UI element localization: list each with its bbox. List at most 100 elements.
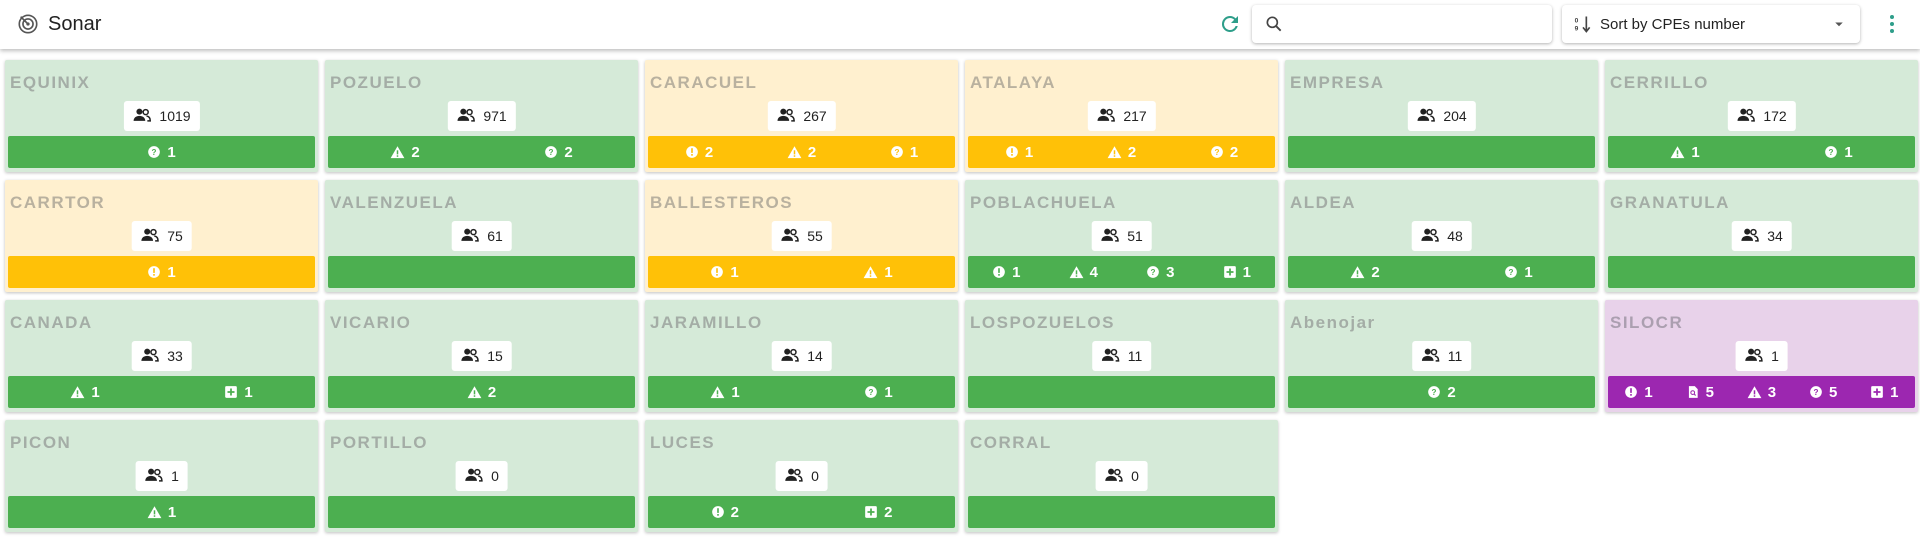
cpe-count-chip: 15 <box>451 341 512 371</box>
svg-text:?: ? <box>869 388 874 397</box>
site-card[interactable]: LOSPOZUELOS 11 <box>965 300 1278 412</box>
cpe-count-chip: 0 <box>1095 461 1148 491</box>
site-card[interactable]: CANADA 33 1 1 <box>5 300 318 412</box>
site-card[interactable]: VICARIO 15 2 <box>325 300 638 412</box>
site-name: CORRAL <box>970 433 1052 452</box>
status-badge: 4 <box>1069 264 1098 281</box>
site-card[interactable]: BALLESTEROS 55 1 1 <box>645 180 958 292</box>
help-circle-icon: ? <box>147 145 161 159</box>
cpe-count-chip: 55 <box>771 221 832 251</box>
sonar-logo-icon <box>18 14 38 34</box>
help-circle-icon: ? <box>544 145 558 159</box>
more-vertical-icon[interactable] <box>1880 12 1904 36</box>
plus-box-icon <box>1223 265 1237 279</box>
site-card[interactable]: CERRILLO 172 1? 1 <box>1605 60 1918 172</box>
cpe-count-chip: 1 <box>1735 341 1788 371</box>
plus-box-icon <box>1870 385 1884 399</box>
cpe-count-chip: 0 <box>775 461 828 491</box>
svg-text:?: ? <box>1214 148 1219 157</box>
cpe-count-chip: 14 <box>771 341 832 371</box>
status-badge-count: 1 <box>1024 143 1034 161</box>
site-card[interactable]: GRANATULA 34 <box>1605 180 1918 292</box>
site-name: VALENZUELA <box>330 193 459 212</box>
search-input[interactable] <box>1296 11 1536 37</box>
site-name: CANADA <box>10 313 93 332</box>
status-badge: ? 1 <box>147 144 176 161</box>
help-circle-icon: ? <box>1210 145 1224 159</box>
cpe-count: 0 <box>1131 468 1139 484</box>
site-card[interactable]: CARRTOR 75 1 <box>5 180 318 292</box>
site-name: PICON <box>10 433 72 452</box>
cpe-count: 1019 <box>159 108 191 124</box>
cpe-count: 55 <box>807 228 823 244</box>
status-badge-count: 2 <box>1229 143 1239 161</box>
site-card[interactable]: PICON 1 1 <box>5 420 318 532</box>
site-card[interactable]: CORRAL 0 <box>965 420 1278 532</box>
site-name: CERRILLO <box>1610 73 1709 92</box>
site-card[interactable]: CARACUEL 267 2 2? 1 <box>645 60 958 172</box>
site-card[interactable]: EQUINIX 1019? 1 <box>5 60 318 172</box>
cpe-count: 204 <box>1443 108 1467 124</box>
site-name: VICARIO <box>330 313 412 332</box>
site-card[interactable]: ATALAYA 217 1 2? 2 <box>965 60 1278 172</box>
site-card[interactable]: PORTILLO 0 <box>325 420 638 532</box>
status-badge: 1 <box>710 264 739 281</box>
status-badge-count: 1 <box>884 263 893 281</box>
site-card[interactable]: VALENZUELA 61 <box>325 180 638 292</box>
site-name: SILOCR <box>1610 313 1684 332</box>
sort-select[interactable]: 0 9 Sort by CPEs number <box>1562 5 1860 43</box>
site-card[interactable]: JARAMILLO 14 1? 1 <box>645 300 958 412</box>
people-icon <box>1743 345 1763 368</box>
cpe-count-chip: 11 <box>1411 341 1472 371</box>
site-card[interactable]: POZUELO 971 2? 2 <box>325 60 638 172</box>
status-bar: 1? 1 <box>1608 136 1915 168</box>
svg-text:?: ? <box>1432 388 1437 397</box>
help-circle-icon: ? <box>1504 265 1518 279</box>
status-badge-count: 3 <box>1767 383 1777 401</box>
status-badge: ? 2 <box>544 144 573 161</box>
warning-icon <box>390 145 405 160</box>
site-card[interactable]: Abenojar 11? 2 <box>1285 300 1598 412</box>
site-name: POBLACHUELA <box>970 193 1117 212</box>
status-badge-count: 1 <box>909 143 919 161</box>
people-icon <box>783 465 803 488</box>
status-badge: 5 <box>1686 384 1714 401</box>
warning-icon <box>1350 265 1365 280</box>
cpe-count-chip: 172 <box>1727 101 1796 131</box>
search-box[interactable] <box>1252 5 1552 43</box>
cpe-count-chip: 1 <box>135 461 188 491</box>
status-badge-count: 1 <box>1890 383 1899 401</box>
site-card[interactable]: EMPRESA 204 <box>1285 60 1598 172</box>
status-badge: 2 <box>1350 264 1380 281</box>
help-circle-icon: ? <box>890 145 904 159</box>
status-badge-count: 5 <box>1828 383 1838 401</box>
people-icon <box>1099 225 1119 248</box>
status-badge: ? 1 <box>1824 143 1853 161</box>
svg-text:0: 0 <box>1575 17 1579 24</box>
help-circle-icon: ? <box>1427 385 1441 399</box>
status-badge: 2 <box>864 504 892 521</box>
status-badge-count: 1 <box>244 383 253 401</box>
status-bar <box>328 256 635 288</box>
refresh-icon[interactable] <box>1218 12 1242 36</box>
alert-circle-icon <box>1624 385 1638 399</box>
status-badge-count: 1 <box>1012 263 1021 281</box>
status-badge-count: 1 <box>1644 383 1653 401</box>
status-badge: 1 <box>224 383 253 401</box>
warning-icon <box>1107 145 1122 160</box>
site-card[interactable]: ALDEA 48 2? 1 <box>1285 180 1598 292</box>
warning-icon <box>863 265 878 280</box>
warning-icon <box>467 385 482 400</box>
status-bar <box>328 496 635 528</box>
cpe-count: 267 <box>803 108 827 124</box>
cpe-count-chip: 61 <box>451 221 512 251</box>
status-badge-count: 1 <box>1844 143 1853 161</box>
cpe-count: 1 <box>171 468 179 484</box>
site-card[interactable]: POBLACHUELA 51 1 4? 3 1 <box>965 180 1278 292</box>
status-badge: 3 <box>1747 384 1776 401</box>
site-card[interactable]: SILOCR 1 1 5 3? 5 1 <box>1605 300 1918 412</box>
status-badge-count: 1 <box>1691 143 1700 161</box>
alert-circle-icon <box>1005 145 1019 159</box>
site-card[interactable]: LUCES 0 2 2 <box>645 420 958 532</box>
